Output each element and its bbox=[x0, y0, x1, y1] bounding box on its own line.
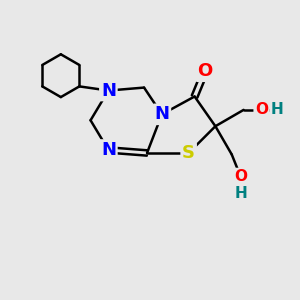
Text: N: N bbox=[101, 141, 116, 159]
Text: N: N bbox=[154, 105, 169, 123]
Text: O: O bbox=[234, 169, 247, 184]
Text: H: H bbox=[234, 187, 247, 202]
Text: N: N bbox=[101, 82, 116, 100]
Text: O: O bbox=[255, 102, 268, 117]
Text: H: H bbox=[271, 102, 284, 117]
Text: S: S bbox=[182, 144, 195, 162]
Text: O: O bbox=[197, 62, 213, 80]
